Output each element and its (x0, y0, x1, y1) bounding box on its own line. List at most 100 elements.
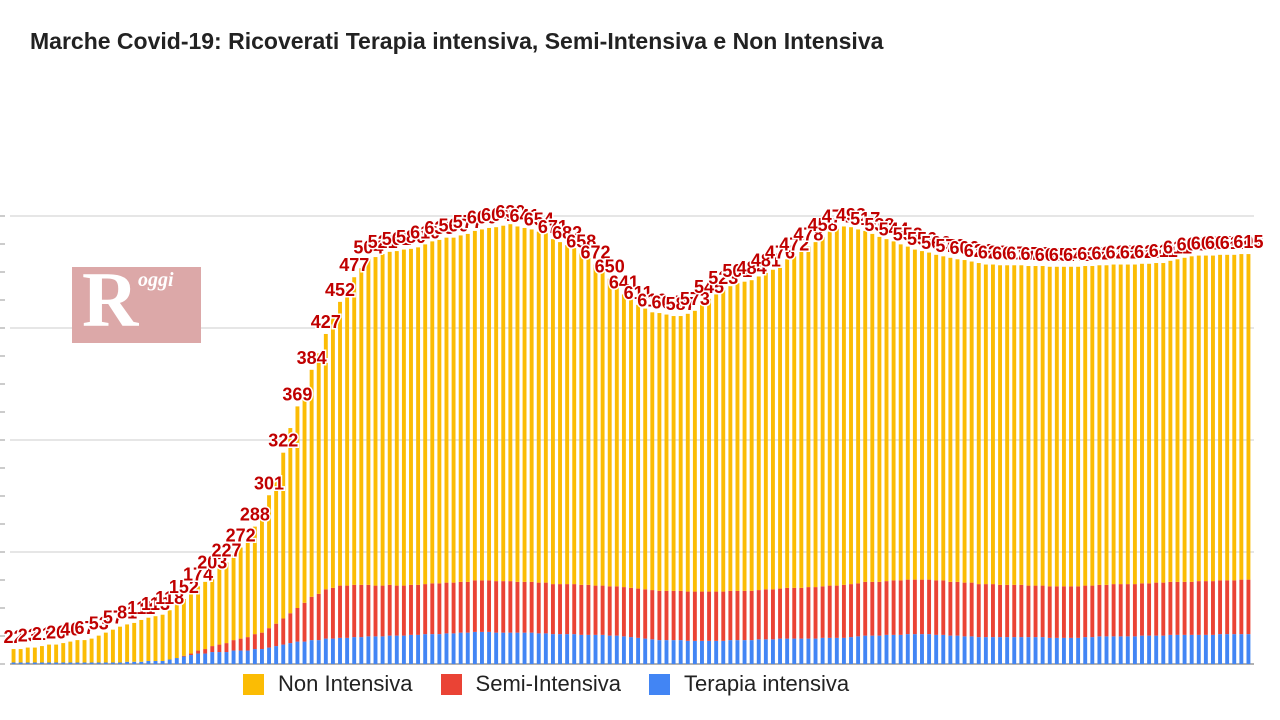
bar-non-intensiva (1069, 266, 1073, 587)
bar-non-intensiva (444, 237, 449, 583)
bar-non-intensiva (1246, 254, 1251, 580)
bar-semi-intensiva (756, 590, 761, 640)
bar-terapia-intensiva (1040, 637, 1045, 664)
bar-non-intensiva (1104, 265, 1109, 585)
bar-terapia-intensiva (1069, 637, 1073, 664)
bar-non-intensiva (735, 283, 740, 591)
total-label: 621 (964, 241, 994, 261)
bar-non-intensiva (884, 239, 889, 582)
bar-non-intensiva (621, 294, 626, 588)
bar-non-intensiva (181, 599, 186, 656)
bar-semi-intensiva (1061, 586, 1066, 638)
total-label: 654 (524, 210, 554, 230)
bar-terapia-intensiva (316, 640, 321, 664)
bar-terapia-intensiva (778, 638, 782, 664)
bar-semi-intensiva (572, 584, 577, 635)
bar-non-intensiva (430, 241, 435, 584)
bar-non-intensiva (1132, 264, 1137, 585)
bar-terapia-intensiva (32, 662, 37, 664)
bar-terapia-intensiva (160, 661, 165, 664)
bar-non-intensiva (267, 495, 271, 629)
legend-item-terapia-intensiva: Terapia intensiva (649, 671, 849, 697)
bar-semi-intensiva (785, 587, 790, 639)
bar-semi-intensiva (451, 582, 456, 634)
bar-non-intensiva (1033, 266, 1038, 586)
total-label: 57 (103, 608, 123, 628)
bar-non-intensiva (75, 640, 80, 663)
total-label: 113 (141, 594, 170, 614)
bar-semi-intensiva (1175, 581, 1180, 635)
bar-terapia-intensiva (430, 634, 435, 664)
bar-non-intensiva (189, 592, 193, 654)
bar-non-intensiva (721, 289, 726, 592)
bar-non-intensiva (18, 649, 23, 663)
bar-terapia-intensiva (614, 635, 619, 664)
bar-semi-intensiva (1140, 583, 1144, 636)
bar-terapia-intensiva (756, 639, 761, 664)
bar-semi-intensiva (799, 587, 804, 639)
bar-terapia-intensiva (962, 636, 967, 664)
bar-non-intensiva (494, 227, 499, 582)
bar-terapia-intensiva (700, 640, 704, 664)
bar-terapia-intensiva (685, 640, 690, 664)
bar-semi-intensiva (749, 590, 754, 641)
total-label: 272 (226, 526, 256, 546)
bar-terapia-intensiva (174, 658, 179, 664)
bar-semi-intensiva (330, 587, 335, 639)
bar-terapia-intensiva (1132, 636, 1137, 664)
bar-terapia-intensiva (25, 662, 30, 664)
bar-non-intensiva (47, 644, 51, 663)
bar-non-intensiva (61, 643, 66, 663)
bar-non-intensiva (664, 314, 669, 591)
bar-terapia-intensiva (941, 634, 946, 664)
bar-terapia-intensiva (267, 647, 271, 664)
total-label: 682 (552, 223, 582, 243)
bar-non-intensiva (1125, 264, 1130, 585)
bar-non-intensiva (749, 280, 754, 591)
bar-semi-intensiva (884, 581, 889, 635)
bar-non-intensiva (132, 622, 137, 662)
total-label: 660 (992, 243, 1022, 263)
bar-semi-intensiva (189, 653, 193, 656)
bar-non-intensiva (1140, 263, 1144, 584)
bar-non-intensiva (1218, 254, 1223, 581)
bar-non-intensiva (685, 313, 690, 592)
bar-semi-intensiva (1118, 584, 1123, 637)
bar-terapia-intensiva (181, 656, 186, 664)
bar-terapia-intensiva (39, 662, 44, 664)
bar-terapia-intensiva (1189, 634, 1194, 664)
bar-terapia-intensiva (692, 640, 697, 664)
bar-non-intensiva (714, 294, 719, 592)
bar-non-intensiva (338, 301, 342, 586)
bar-semi-intensiva (565, 584, 570, 635)
bar-terapia-intensiva (1033, 637, 1038, 664)
total-label: 612 (1233, 232, 1263, 252)
bar-terapia-intensiva (806, 638, 811, 664)
bar-non-intensiva (316, 353, 321, 594)
bar-terapia-intensiva (465, 632, 470, 664)
logo-text: oggi (138, 269, 174, 291)
total-label: 560 (439, 216, 469, 236)
bar-semi-intensiva (671, 590, 676, 641)
bar-non-intensiva (558, 242, 562, 585)
bar-terapia-intensiva (96, 662, 101, 664)
bar-non-intensiva (934, 254, 939, 581)
bar-semi-intensiva (607, 586, 612, 636)
total-label: 472 (779, 234, 809, 254)
total-label: 611 (1220, 233, 1249, 253)
bar-non-intensiva (153, 616, 158, 662)
bar-non-intensiva (309, 369, 314, 597)
bar-semi-intensiva (224, 643, 229, 653)
bar-terapia-intensiva (409, 634, 413, 664)
bar-semi-intensiva (678, 590, 683, 641)
total-label: 615 (1233, 232, 1263, 252)
bar-semi-intensiva (508, 581, 513, 633)
total-label: 523 (708, 268, 738, 288)
total-label: 604 (481, 205, 511, 225)
bar-non-intensiva (1012, 265, 1017, 585)
bar-terapia-intensiva (529, 632, 534, 664)
bar-non-intensiva (756, 276, 761, 591)
bar-terapia-intensiva (1047, 637, 1052, 664)
bar-terapia-intensiva (259, 649, 264, 664)
total-label: 587 (666, 294, 696, 314)
